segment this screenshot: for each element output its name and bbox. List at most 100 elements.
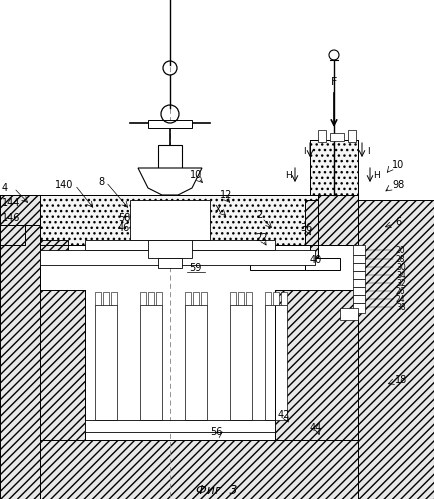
Text: 24: 24 — [396, 294, 406, 303]
Text: 4: 4 — [2, 183, 8, 193]
Bar — [305, 200, 318, 265]
Bar — [158, 258, 182, 268]
Bar — [148, 240, 192, 258]
Bar — [193, 292, 199, 305]
Bar — [230, 292, 236, 305]
Text: 28: 28 — [396, 254, 405, 263]
Bar — [140, 305, 162, 420]
Text: 30: 30 — [396, 262, 406, 271]
Bar — [330, 133, 344, 141]
Bar — [95, 305, 117, 420]
Bar — [281, 292, 287, 305]
Text: 36: 36 — [300, 223, 312, 233]
Text: 42: 42 — [278, 410, 290, 420]
Bar — [318, 195, 358, 245]
Text: Фиг. 3: Фиг. 3 — [196, 484, 238, 497]
Bar — [0, 225, 25, 245]
Bar — [246, 292, 252, 305]
Bar — [85, 420, 275, 432]
Bar — [353, 295, 365, 303]
Bar — [265, 292, 271, 305]
Bar — [0, 195, 40, 225]
Bar — [318, 130, 326, 142]
Bar — [40, 195, 358, 245]
Text: 40: 40 — [310, 255, 322, 265]
Bar — [148, 292, 154, 305]
Bar — [305, 200, 318, 265]
Bar — [95, 292, 101, 305]
Bar — [353, 279, 365, 287]
Bar — [273, 292, 279, 305]
Text: H: H — [373, 172, 379, 181]
Text: 2: 2 — [256, 210, 262, 220]
Bar — [310, 140, 358, 195]
Bar — [353, 271, 365, 279]
Bar — [111, 292, 117, 305]
Bar — [340, 308, 358, 320]
Bar — [40, 240, 68, 255]
Text: 10: 10 — [190, 170, 202, 180]
Bar — [40, 240, 68, 255]
Text: F: F — [331, 77, 337, 87]
Text: I: I — [302, 148, 305, 157]
Bar — [353, 287, 365, 295]
Bar — [230, 305, 252, 420]
Text: 140: 140 — [55, 180, 73, 190]
Text: 6: 6 — [395, 217, 401, 227]
Bar — [0, 195, 40, 225]
Bar — [185, 292, 191, 305]
Text: 56: 56 — [210, 427, 222, 437]
Text: 12: 12 — [220, 190, 232, 200]
Bar — [250, 255, 305, 270]
Bar — [0, 195, 40, 499]
Bar — [353, 255, 365, 263]
Text: 144: 144 — [2, 198, 20, 208]
Bar — [40, 440, 358, 499]
Bar — [358, 200, 434, 499]
Bar — [40, 290, 85, 440]
Text: 46: 46 — [118, 223, 130, 233]
Bar — [40, 250, 315, 265]
Text: 98: 98 — [392, 180, 404, 190]
Bar — [348, 130, 356, 142]
Text: 26: 26 — [396, 286, 406, 295]
Bar — [265, 305, 287, 420]
Bar — [240, 245, 310, 257]
Bar — [353, 303, 365, 313]
Bar — [140, 292, 146, 305]
Text: H: H — [286, 172, 293, 181]
Bar — [275, 290, 358, 440]
Text: 10: 10 — [392, 160, 404, 170]
Polygon shape — [138, 168, 202, 195]
Bar — [353, 245, 365, 255]
Text: I: I — [367, 148, 369, 157]
Bar — [148, 120, 192, 128]
Text: 146: 146 — [2, 213, 20, 223]
Bar — [156, 292, 162, 305]
Bar — [103, 292, 109, 305]
Bar — [305, 258, 340, 270]
Text: 22: 22 — [255, 233, 267, 243]
Text: 8: 8 — [98, 177, 104, 187]
Bar — [0, 195, 40, 499]
Bar — [185, 305, 207, 420]
Text: X: X — [215, 205, 222, 215]
Text: 20: 20 — [396, 246, 406, 254]
Text: 18: 18 — [395, 375, 407, 385]
Bar — [353, 263, 365, 271]
Text: 34: 34 — [396, 270, 406, 279]
Bar — [85, 240, 275, 250]
Text: 38: 38 — [396, 302, 406, 311]
Bar — [0, 225, 25, 245]
Text: 32: 32 — [396, 278, 406, 287]
Bar — [318, 195, 358, 245]
Bar — [201, 292, 207, 305]
Text: 58: 58 — [118, 213, 130, 223]
Bar — [40, 195, 358, 245]
Bar — [130, 200, 210, 240]
Bar — [358, 200, 434, 499]
Bar — [158, 145, 182, 175]
Bar — [275, 290, 358, 440]
Text: 44: 44 — [310, 423, 322, 433]
Bar — [238, 292, 244, 305]
